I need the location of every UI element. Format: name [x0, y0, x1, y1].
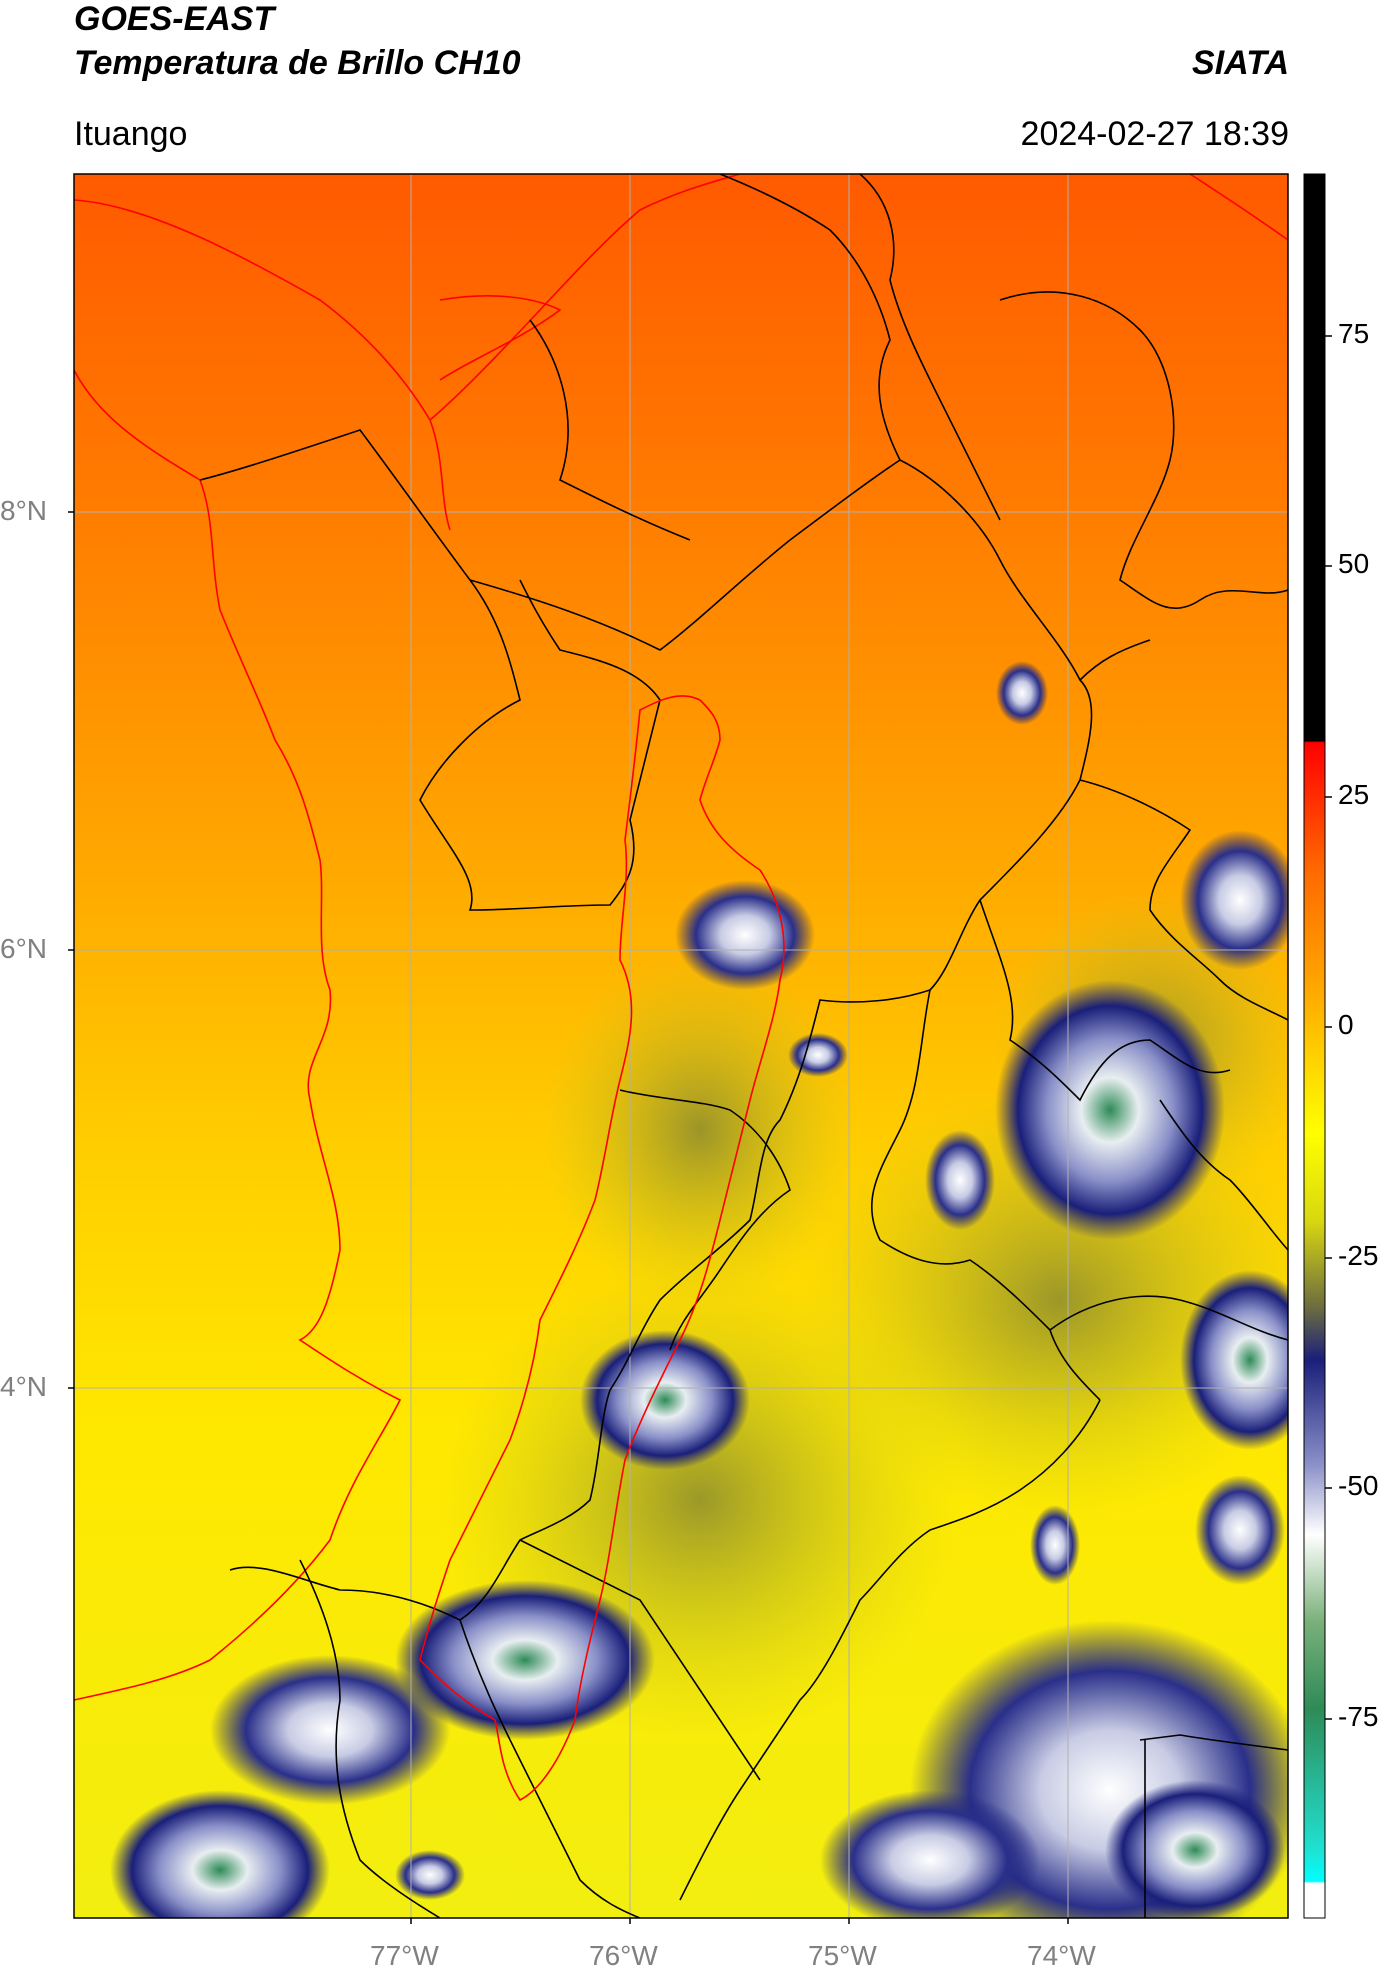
cloud-cell — [210, 1655, 450, 1805]
colorbar-ticks — [1325, 336, 1332, 1719]
lat-label-8n: 8°N — [0, 495, 47, 527]
cloud-cell — [395, 1850, 465, 1900]
cloud-cell — [580, 1330, 750, 1470]
cloud-cell — [1180, 830, 1300, 970]
colorbar-label-m75: -75 — [1338, 1701, 1378, 1733]
cloud-cell — [110, 1790, 330, 1950]
cloud-cell — [996, 661, 1048, 725]
colorbar-label-25: 25 — [1338, 779, 1369, 811]
lon-label-76w: 76°W — [589, 1940, 658, 1972]
cloud-cell — [995, 980, 1225, 1240]
colorbar-label-m25: -25 — [1338, 1240, 1378, 1272]
cloud-cell — [925, 1130, 995, 1230]
lon-label-75w: 75°W — [808, 1940, 877, 1972]
lat-label-6n: 6°N — [0, 933, 47, 965]
colorbar — [1304, 174, 1325, 1918]
cloud-cell — [1180, 1270, 1320, 1450]
colorbar-label-0: 0 — [1338, 1009, 1354, 1041]
lon-label-74w: 74°W — [1027, 1940, 1096, 1972]
colorbar-label-m50: -50 — [1338, 1470, 1378, 1502]
cloud-cell — [1030, 1505, 1080, 1585]
colorbar-label-75: 75 — [1338, 318, 1369, 350]
cloud-cell — [820, 1790, 1040, 1930]
lon-label-77w: 77°W — [370, 1940, 439, 1972]
cloud-cell — [788, 1033, 848, 1077]
colorbar-label-50: 50 — [1338, 548, 1369, 580]
lat-label-4n: 4°N — [0, 1371, 47, 1403]
cloud-cell — [675, 880, 815, 990]
cloud-cell — [1195, 1475, 1285, 1585]
cloud-cell — [1105, 1780, 1285, 1920]
